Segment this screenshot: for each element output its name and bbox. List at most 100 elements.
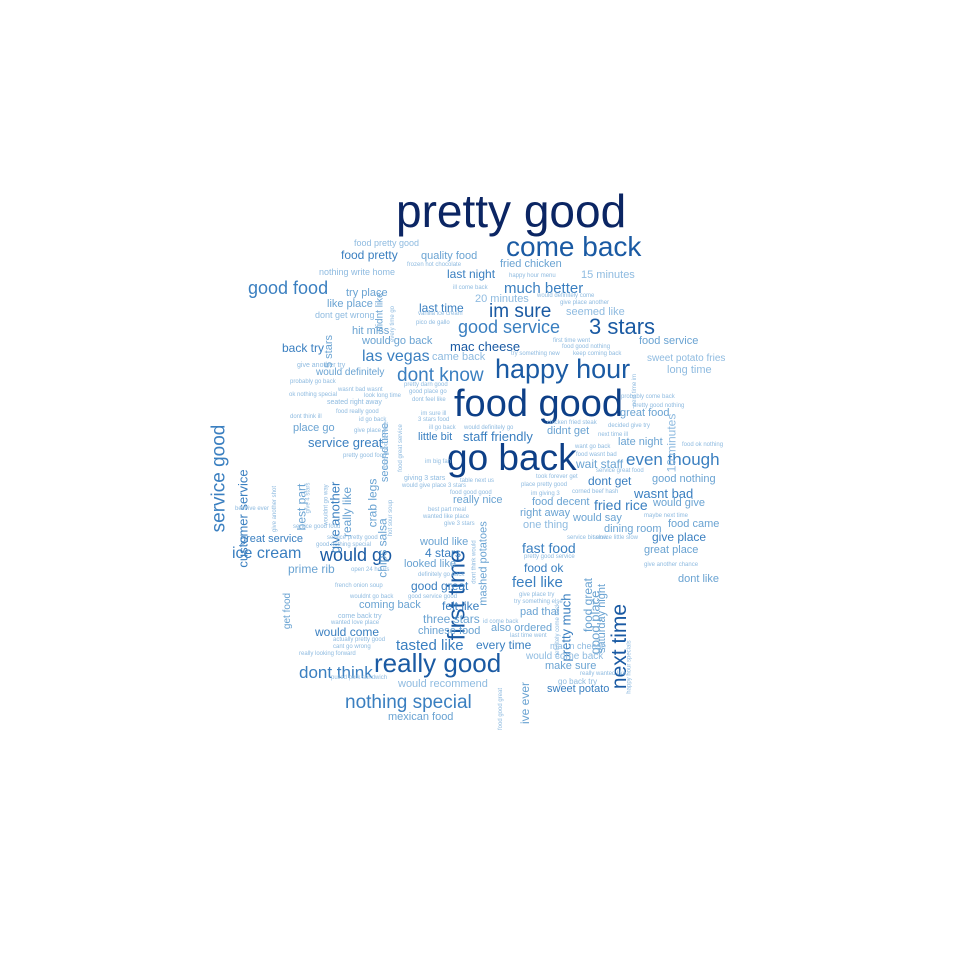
word: service pretty good	[327, 535, 378, 541]
word: right away	[520, 507, 571, 519]
word: service bit slow	[567, 535, 608, 541]
word: giving 3 stars	[404, 475, 446, 482]
word: service great	[308, 435, 383, 450]
word: great place	[644, 544, 699, 556]
word: would give	[653, 497, 705, 509]
word: seemed like	[566, 306, 625, 318]
word: 10 minutes	[663, 413, 678, 472]
word: dont know	[397, 365, 484, 386]
word: french onion soup	[335, 583, 383, 589]
word: would definitely come	[537, 293, 595, 299]
word: pico de gallo	[416, 320, 450, 326]
word: probably go back	[290, 379, 336, 385]
word: good food	[248, 278, 329, 298]
word: come back try	[338, 613, 382, 620]
word: chicken fried steak	[547, 420, 597, 426]
word: food wasnt bad	[576, 452, 617, 458]
word: id come back	[483, 619, 519, 625]
word: wait staff	[576, 457, 624, 471]
word: fried chicken	[500, 258, 562, 270]
word: nothing special	[345, 692, 472, 713]
word: make sure	[545, 660, 597, 672]
word: im sure	[489, 301, 552, 322]
word: give 3 stars	[444, 521, 475, 527]
word: cant go wrong	[333, 644, 371, 650]
word: ill go back	[429, 425, 456, 431]
word: best part meal	[428, 507, 467, 513]
word: wouldnt go way	[323, 483, 330, 526]
word: im giving 3	[531, 491, 560, 497]
word: first time went	[553, 338, 591, 344]
word: food good nothing	[562, 344, 611, 350]
word: ice cream	[232, 545, 302, 562]
word: coming back	[359, 599, 421, 611]
word: pulled pork sandwich	[331, 675, 388, 681]
word: service good food	[293, 524, 341, 530]
word: didnt get	[547, 425, 590, 437]
word: dont like	[678, 573, 719, 585]
word: wouldnt go back	[350, 594, 394, 600]
word: good service good	[408, 594, 458, 600]
word: get food	[282, 592, 294, 630]
word: pretty darn good	[404, 382, 448, 388]
word: im big fan	[425, 459, 452, 465]
word: service good	[207, 424, 229, 532]
word: ill come back	[453, 285, 488, 291]
word: pretty good service	[524, 554, 575, 560]
word: would go	[320, 545, 393, 565]
word: food good good	[450, 490, 492, 496]
word: back try	[282, 341, 325, 355]
word: give another chance	[644, 562, 699, 568]
word: food great service	[397, 424, 404, 472]
word: keep coming back	[573, 351, 622, 357]
word: give place	[652, 530, 707, 544]
word: las vegas	[362, 348, 430, 365]
word: good nothing special	[316, 542, 372, 548]
word: wanted love place	[331, 620, 380, 626]
word: food came	[668, 518, 720, 530]
word: feel like	[512, 574, 563, 591]
word: probably come back	[621, 394, 675, 400]
word: look long time	[364, 393, 402, 399]
word: maybe next time	[644, 513, 689, 519]
word: really nice	[453, 494, 503, 506]
word: place go	[293, 422, 335, 434]
word: tasted like	[396, 637, 464, 654]
word: quality food	[421, 250, 478, 262]
word: go back	[447, 437, 577, 478]
word: fried rice	[594, 497, 648, 513]
word: sweet potato fries	[647, 353, 726, 364]
word: service great food	[596, 468, 644, 474]
word: place pretty good	[521, 482, 568, 488]
word: next time im	[632, 373, 639, 407]
word: dont feel like	[412, 397, 446, 403]
word: fast food	[522, 540, 576, 556]
word: wasnt bad	[634, 486, 694, 501]
word: 3 stars food	[418, 417, 450, 423]
word: want go back	[575, 444, 611, 450]
word: customer service	[235, 468, 251, 568]
word: every time	[476, 638, 532, 652]
word: sweet potato	[547, 683, 610, 695]
word: food good great	[498, 687, 505, 731]
word: come back	[506, 231, 642, 262]
word: vanilla ice cream	[418, 311, 463, 317]
word: pretty good nothing	[633, 403, 685, 409]
word: came back	[432, 351, 486, 363]
word: definitely go back	[418, 572, 465, 578]
word: chinese food	[418, 625, 481, 637]
word: pretty good food	[343, 453, 387, 459]
word: next time ill	[598, 432, 629, 438]
word: took forever get	[536, 474, 578, 480]
word: staff friendly	[463, 429, 533, 444]
word: try place	[346, 287, 388, 299]
word: dining room	[604, 523, 662, 535]
word: mac cheese	[450, 339, 521, 354]
word: id go back	[359, 417, 387, 423]
word: dont get	[588, 474, 632, 488]
word: good great	[411, 579, 469, 593]
word: prime rib	[288, 562, 335, 576]
word: happy hour menu	[509, 273, 556, 279]
word: open 24 hours	[351, 567, 390, 573]
word: would come back	[526, 651, 604, 662]
